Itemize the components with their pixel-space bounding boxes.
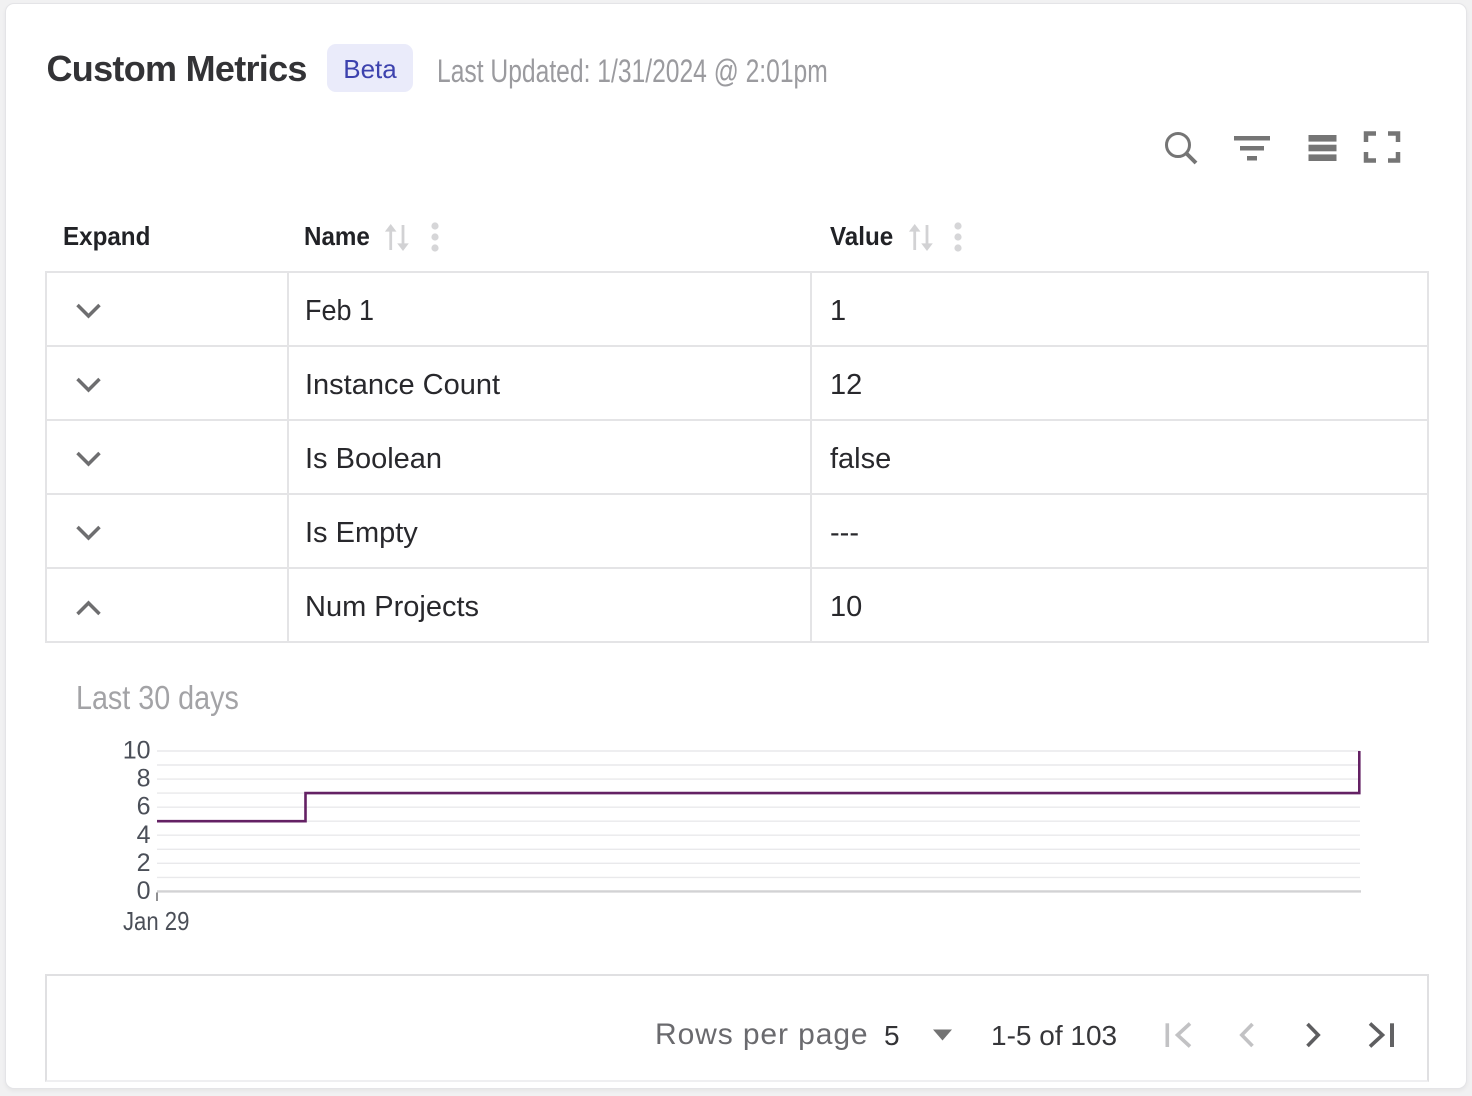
svg-text:8: 8 [137, 765, 151, 793]
svg-text:4: 4 [137, 821, 151, 849]
svg-text:10: 10 [123, 737, 151, 765]
svg-text:6: 6 [137, 793, 151, 821]
svg-text:2: 2 [137, 849, 151, 877]
svg-text:0: 0 [137, 877, 151, 905]
